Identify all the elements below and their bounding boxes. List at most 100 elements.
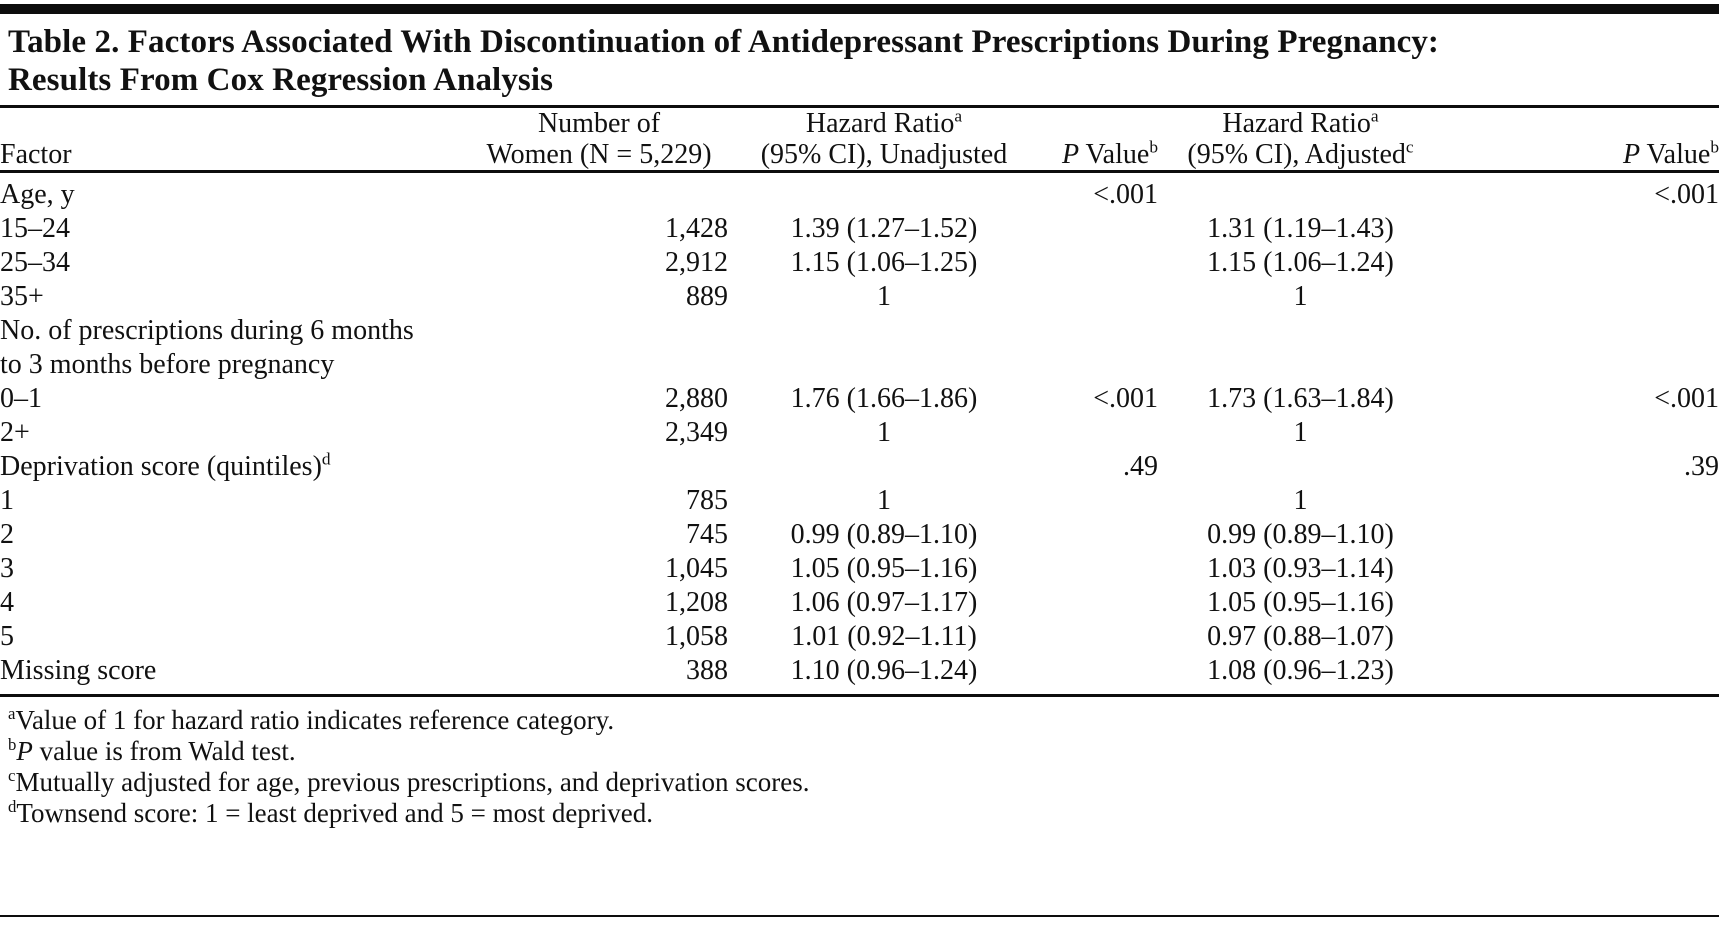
hr-unadj-cell: 1.10 (0.96–1.24) <box>790 655 978 686</box>
hr-adj-cell: 1.03 (0.93–1.14) <box>1207 553 1394 584</box>
hr-adj-cell: 0.99 (0.89–1.10) <box>1207 519 1394 550</box>
factor-cell: 0–1 <box>0 383 42 414</box>
hr-unadj-cell: 1.76 (1.66–1.86) <box>790 383 978 414</box>
factor-cell: 4 <box>0 587 14 618</box>
factor-cell: Age, y <box>0 179 75 210</box>
p-unadj-cell <box>1040 518 1158 552</box>
hr-adj-cell: 1.08 (0.96–1.23) <box>1207 655 1394 686</box>
hr-adj-cell: 1.05 (0.95–1.16) <box>1207 587 1394 618</box>
footnote-c: cMutually adjusted for age, previous pre… <box>8 766 810 797</box>
p-adj-cell <box>1443 314 1719 348</box>
col-header-hr-adj-top: Hazard Ratioa <box>1222 106 1379 139</box>
hr-unadj-cell: 1 <box>877 485 891 516</box>
n-cell: 785 <box>686 485 728 516</box>
table-row: 4 1,208 1.06 (0.97–1.17) 1.05 (0.95–1.16) <box>0 586 1719 620</box>
table-row: to 3 months before pregnancy <box>0 348 1719 382</box>
hr-unadj-cell <box>728 348 1040 382</box>
col-header-p-value-adjusted: P Valueb <box>1443 108 1719 173</box>
p-unadj-cell <box>1040 314 1158 348</box>
cox-regression-table: Factor Number of Women (N = 5,229) Hazar… <box>0 106 1719 695</box>
hr-adj-cell: 0.97 (0.88–1.07) <box>1207 621 1394 652</box>
n-cell <box>470 314 728 348</box>
p-unadj-cell <box>1040 552 1158 586</box>
hr-unadj-cell: 1.01 (0.92–1.11) <box>791 621 977 652</box>
bottom-whitespace <box>0 829 1719 915</box>
p-adj-cell <box>1443 620 1719 654</box>
hr-adj-cell: 1 <box>1293 485 1308 516</box>
table-header: Factor Number of Women (N = 5,229) Hazar… <box>0 106 1719 173</box>
factor-cell: 2+ <box>0 417 30 448</box>
col-header-p-unadj-label: P Valueb <box>1061 137 1158 170</box>
factor-cell: No. of prescriptions during 6 months <box>0 315 414 346</box>
table-row: 1 785 1 1 <box>0 484 1719 518</box>
col-header-factor: Factor <box>0 108 470 173</box>
col-header-hr-unadj-top: Hazard Ratioa <box>805 106 963 139</box>
n-cell: 1,428 <box>665 213 728 244</box>
col-header-hazard-ratio-unadjusted: Hazard Ratioa (95% CI), Unadjusted <box>728 106 1040 173</box>
factor-cell: 35+ <box>0 281 44 312</box>
hr-unadj-cell: 1.06 (0.97–1.17) <box>790 587 978 618</box>
top-rule <box>0 4 1719 14</box>
table-bottom-rule <box>0 694 1719 697</box>
hr-unadj-cell: 1.05 (0.95–1.16) <box>790 553 978 584</box>
table-body: Age, y <.001 <.001 15–24 1,428 1.39 (1.27–1.5… <box>0 172 1719 695</box>
p-adj-cell <box>1443 280 1719 314</box>
p-unadj-cell <box>1040 654 1158 694</box>
header-row: Factor Number of Women (N = 5,229) Hazar… <box>0 106 1719 173</box>
p-unadj-cell: <.001 <box>1093 383 1158 414</box>
page-bottom-rule <box>0 915 1719 917</box>
n-cell: 2,912 <box>665 247 728 278</box>
table-row: Age, y <.001 <.001 <box>0 172 1719 213</box>
p-adj-cell: <.001 <box>1654 383 1719 414</box>
p-adj-cell <box>1443 484 1719 518</box>
footnote-b: bP value is from Wald test. <box>8 735 296 766</box>
hr-adj-cell: 1 <box>1293 281 1308 312</box>
n-cell <box>470 450 728 484</box>
n-cell <box>470 172 728 213</box>
hr-unadj-cell: 1 <box>877 417 891 448</box>
p-adj-cell <box>1443 586 1719 620</box>
p-unadj-cell <box>1040 586 1158 620</box>
col-header-hr-adj-bottom: (95% CI), Adjustedc <box>1187 137 1414 170</box>
table-row: 15–24 1,428 1.39 (1.27–1.52) 1.31 (1.19–1.4… <box>0 212 1719 246</box>
p-adj-cell <box>1443 518 1719 552</box>
hr-adj-cell <box>1158 348 1443 382</box>
paper-table-page: Table 2. Factors Associated With Discont… <box>0 4 1719 925</box>
table-title: Table 2. Factors Associated With Discont… <box>0 23 1719 99</box>
col-header-hazard-ratio-adjusted: Hazard Ratioa (95% CI), Adjustedc <box>1158 106 1443 173</box>
col-header-p-adj-label: P Valueb <box>1622 137 1719 170</box>
col-header-number-bottom: Women (N = 5,229) <box>486 139 712 170</box>
p-unadj-cell <box>1040 416 1158 450</box>
factor-cell: 5 <box>0 621 14 652</box>
p-adj-cell <box>1443 416 1719 450</box>
hr-unadj-cell: 1.39 (1.27–1.52) <box>790 213 978 244</box>
table-row: 2+ 2,349 1 1 <box>0 416 1719 450</box>
n-cell: 1,208 <box>665 587 728 618</box>
hr-unadj-cell: 1.15 (1.06–1.25) <box>790 247 978 278</box>
col-header-p-value-unadjusted: P Valueb <box>1040 108 1158 173</box>
hr-adj-cell: 1.73 (1.63–1.84) <box>1207 383 1394 414</box>
factor-cell: 3 <box>0 553 14 584</box>
table-row: Missing score 388 1.10 (0.96–1.24) 1.08 (0.… <box>0 654 1719 694</box>
p-unadj-cell <box>1040 484 1158 518</box>
factor-cell: 1 <box>0 485 14 516</box>
p-adj-cell <box>1443 654 1719 694</box>
factor-cell: Missing score <box>0 655 157 686</box>
table-row: 5 1,058 1.01 (0.92–1.11) 0.97 (0.88–1.07) <box>0 620 1719 654</box>
p-adj-cell <box>1443 212 1719 246</box>
hr-unadj-cell <box>728 314 1040 348</box>
n-cell: 388 <box>686 655 728 686</box>
factor-cell: Deprivation score (quintiles)d <box>0 449 331 482</box>
p-adj-cell <box>1443 552 1719 586</box>
n-cell: 2,880 <box>665 383 728 414</box>
table-row: 25–34 2,912 1.15 (1.06–1.25) 1.15 (1.06–1.2… <box>0 246 1719 280</box>
hr-adj-cell <box>1158 172 1443 213</box>
n-cell: 745 <box>686 519 728 550</box>
p-unadj-cell: <.001 <box>1093 179 1158 210</box>
hr-adj-cell: 1.31 (1.19–1.43) <box>1207 213 1394 244</box>
table-title-line2: Results From Cox Regression Analysis <box>8 62 554 98</box>
hr-adj-cell <box>1158 450 1443 484</box>
p-unadj-cell <box>1040 348 1158 382</box>
n-cell: 889 <box>686 281 728 312</box>
bottom-margin <box>0 917 1719 925</box>
